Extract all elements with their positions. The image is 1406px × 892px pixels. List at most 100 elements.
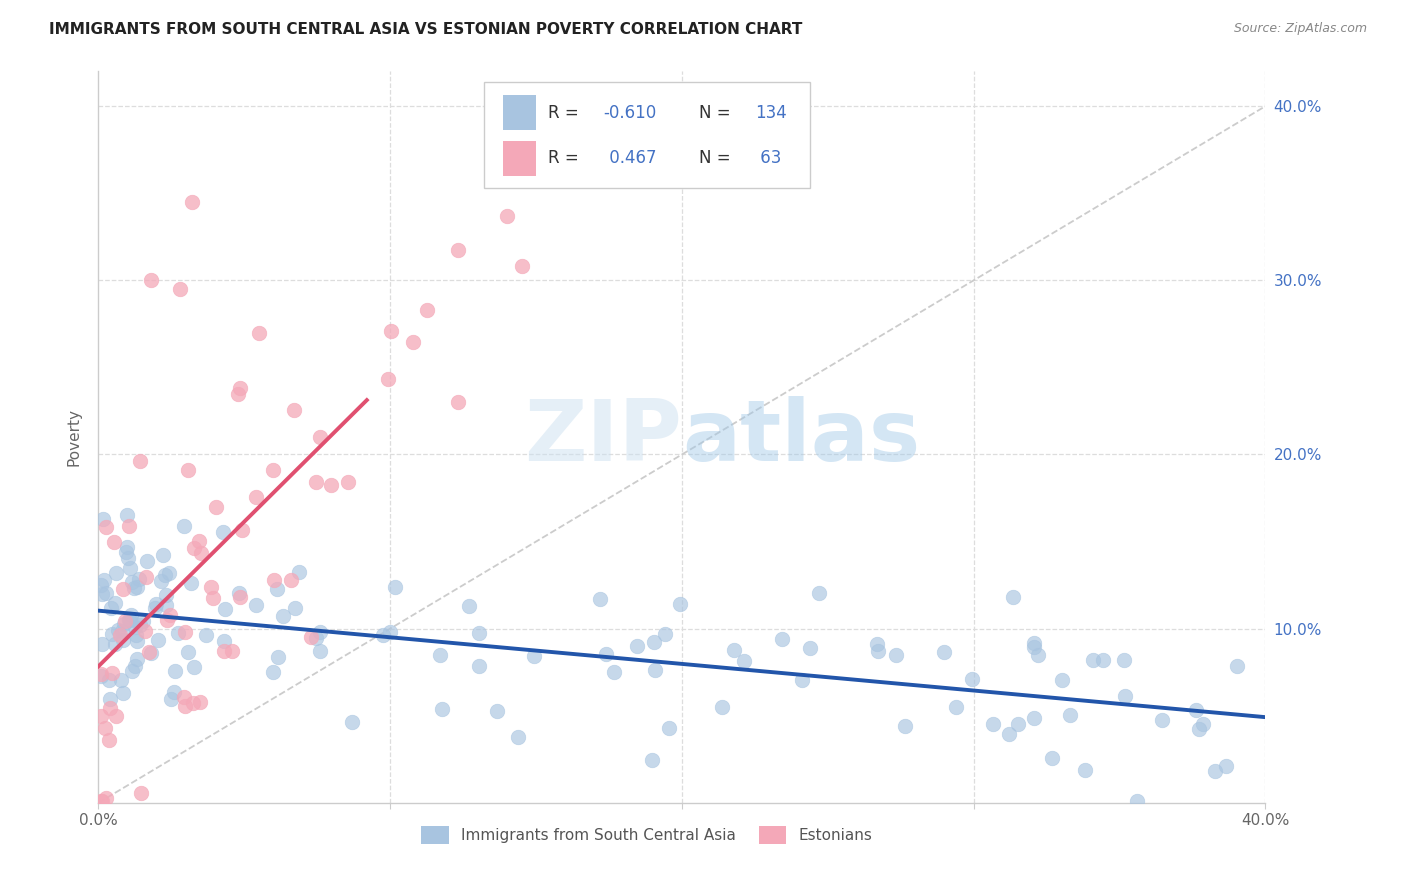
- Point: [283, 403, 305, 417]
- Point: [723, 642, 745, 657]
- Point: [790, 673, 813, 688]
- Point: [174, 698, 197, 713]
- Point: [981, 717, 1004, 731]
- Point: [309, 644, 332, 658]
- Point: [94, 722, 117, 736]
- Point: [94, 586, 117, 600]
- Point: [90, 667, 112, 681]
- Point: [90, 794, 112, 808]
- Point: [1081, 652, 1104, 666]
- Point: [1028, 648, 1050, 662]
- Text: -0.610: -0.610: [603, 103, 657, 121]
- Point: [124, 659, 146, 673]
- Point: [129, 617, 152, 632]
- Point: [231, 523, 253, 537]
- Point: [641, 753, 664, 767]
- Point: [139, 273, 162, 287]
- Point: [138, 645, 160, 659]
- Point: [204, 500, 226, 515]
- Point: [1042, 750, 1064, 764]
- Point: [371, 627, 394, 641]
- Point: [118, 560, 141, 574]
- Point: [342, 714, 364, 729]
- Text: 63: 63: [755, 149, 782, 167]
- Point: [1215, 759, 1237, 773]
- Point: [90, 578, 112, 592]
- Point: [262, 665, 284, 679]
- Point: [273, 609, 295, 624]
- Point: [626, 639, 648, 653]
- Point: [97, 673, 120, 687]
- Point: [1226, 658, 1249, 673]
- Point: [94, 790, 117, 805]
- Point: [107, 623, 129, 637]
- Point: [485, 704, 508, 718]
- Point: [183, 541, 205, 555]
- Point: [458, 599, 481, 613]
- Point: [643, 635, 665, 649]
- Point: [309, 624, 332, 639]
- Point: [163, 685, 186, 699]
- Point: [155, 598, 177, 612]
- Point: [115, 540, 138, 554]
- Point: [770, 632, 793, 646]
- Point: [1188, 722, 1211, 736]
- Point: [1152, 713, 1174, 727]
- Point: [1185, 703, 1208, 717]
- Point: [120, 613, 142, 627]
- Point: [167, 626, 190, 640]
- Point: [523, 649, 546, 664]
- Point: [90, 669, 112, 683]
- Point: [90, 794, 112, 808]
- Point: [336, 475, 359, 490]
- Point: [100, 692, 122, 706]
- Point: [104, 709, 127, 723]
- Bar: [503, 141, 536, 176]
- Point: [128, 572, 150, 586]
- Point: [120, 608, 142, 623]
- Point: [446, 395, 468, 409]
- Point: [710, 700, 733, 714]
- Point: [200, 580, 222, 594]
- Point: [266, 582, 288, 596]
- Point: [165, 664, 187, 678]
- Point: [149, 574, 172, 588]
- Point: [118, 613, 141, 627]
- Text: atlas: atlas: [682, 395, 920, 479]
- Point: [202, 591, 225, 605]
- Point: [112, 617, 135, 632]
- Point: [1074, 763, 1097, 777]
- Point: [173, 519, 195, 533]
- Point: [247, 326, 270, 340]
- Point: [402, 335, 425, 350]
- Point: [100, 600, 122, 615]
- Text: IMMIGRANTS FROM SOUTH CENTRAL ASIA VS ESTONIAN POVERTY CORRELATION CHART: IMMIGRANTS FROM SOUTH CENTRAL ASIA VS ES…: [49, 22, 803, 37]
- Point: [998, 727, 1021, 741]
- Point: [90, 709, 112, 723]
- Point: [134, 624, 156, 638]
- Point: [799, 640, 821, 655]
- Point: [108, 628, 131, 642]
- Point: [377, 372, 399, 386]
- Point: [245, 598, 267, 612]
- Point: [263, 573, 285, 587]
- Point: [1192, 717, 1215, 731]
- Point: [180, 576, 202, 591]
- Point: [866, 643, 889, 657]
- Point: [644, 663, 666, 677]
- Point: [960, 672, 983, 686]
- Point: [115, 508, 138, 522]
- Point: [91, 587, 114, 601]
- Point: [654, 627, 676, 641]
- Point: [177, 645, 200, 659]
- Text: N =: N =: [699, 103, 737, 121]
- Point: [122, 581, 145, 595]
- Text: ZIP: ZIP: [524, 395, 682, 479]
- Point: [114, 614, 136, 628]
- Point: [153, 568, 176, 582]
- Point: [733, 654, 755, 668]
- Point: [160, 692, 183, 706]
- Point: [280, 573, 302, 587]
- Point: [1059, 707, 1081, 722]
- Point: [1024, 636, 1046, 650]
